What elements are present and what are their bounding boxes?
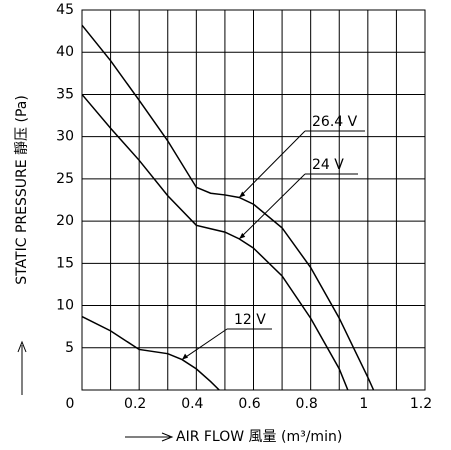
curve-label: 24 V [312,157,344,173]
y-tick-label: 20 [56,213,74,229]
x-axis-label: AIR FLOW 風量 (m³/min) [176,429,342,445]
x-tick-label: 0.2 [124,396,146,412]
y-tick-label: 45 [56,2,74,18]
curve-label: 12 V [234,312,266,328]
leader-line [238,130,306,198]
x-tick-label: 0.6 [238,396,260,412]
y-arrow-head [17,340,27,353]
x-tick-label: 0.4 [181,396,203,412]
leader-line [181,328,228,361]
curve-label: 26.4 V [312,114,358,130]
leader-head [239,232,246,239]
y-tick-label: 10 [56,298,74,314]
x-tick-label: 1 [359,396,368,412]
curve [81,315,220,391]
x-tick-label: 0.8 [296,396,318,412]
y-tick-label: 30 [56,129,74,145]
y-tick-label: 5 [65,340,74,356]
y-tick-label: 15 [56,255,74,271]
y-axis-label: STATIC PRESSURE 靜压 (Pa) [14,95,30,285]
curve [81,93,349,391]
x-tick-label: 0 [66,396,75,412]
x-tick-label: 1.2 [410,396,432,412]
y-tick-label: 25 [56,171,74,187]
leader-line [238,173,306,240]
x-arrow-head [161,432,174,442]
y-tick-label: 35 [56,86,74,102]
y-tick-label: 40 [56,44,74,60]
leader-head [239,191,246,198]
curve [81,24,375,391]
leader-head [182,353,189,360]
